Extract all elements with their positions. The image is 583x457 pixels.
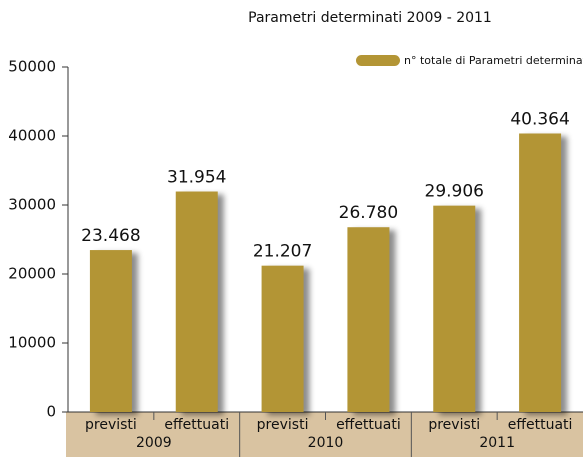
x-tick-label: effettuati bbox=[336, 417, 401, 433]
value-label: 29.906 bbox=[425, 182, 484, 202]
group-label: 2011 bbox=[479, 435, 515, 451]
x-tick-label: effettuati bbox=[508, 417, 573, 433]
bar bbox=[175, 191, 218, 412]
value-label: 26.780 bbox=[339, 203, 398, 223]
bar bbox=[89, 250, 132, 412]
bar bbox=[347, 227, 390, 412]
value-label: 21.207 bbox=[253, 242, 312, 262]
bar bbox=[261, 265, 304, 412]
value-label: 31.954 bbox=[167, 168, 226, 188]
y-tick-label: 50000 bbox=[8, 58, 56, 76]
y-tick-label: 30000 bbox=[8, 196, 56, 214]
x-tick-label: previsti bbox=[428, 417, 480, 433]
y-tick-label: 10000 bbox=[8, 334, 56, 352]
y-tick-label: 0 bbox=[46, 403, 56, 421]
y-tick-label: 40000 bbox=[8, 127, 56, 145]
x-tick-label: effettuati bbox=[164, 417, 229, 433]
bar bbox=[433, 205, 476, 412]
group-label: 2010 bbox=[308, 435, 344, 451]
legend-label: n° totale di Parametri determinat bbox=[404, 54, 583, 67]
value-label: 40.364 bbox=[510, 109, 569, 129]
y-tick-label: 20000 bbox=[8, 265, 56, 283]
group-label: 2009 bbox=[136, 435, 172, 451]
value-label: 23.468 bbox=[81, 226, 140, 246]
x-tick-label: previsti bbox=[85, 417, 137, 433]
x-tick-label: previsti bbox=[257, 417, 309, 433]
bar bbox=[519, 133, 562, 412]
legend-swatch bbox=[356, 55, 400, 66]
chart-title: Parametri determinati 2009 - 2011 bbox=[248, 10, 492, 26]
